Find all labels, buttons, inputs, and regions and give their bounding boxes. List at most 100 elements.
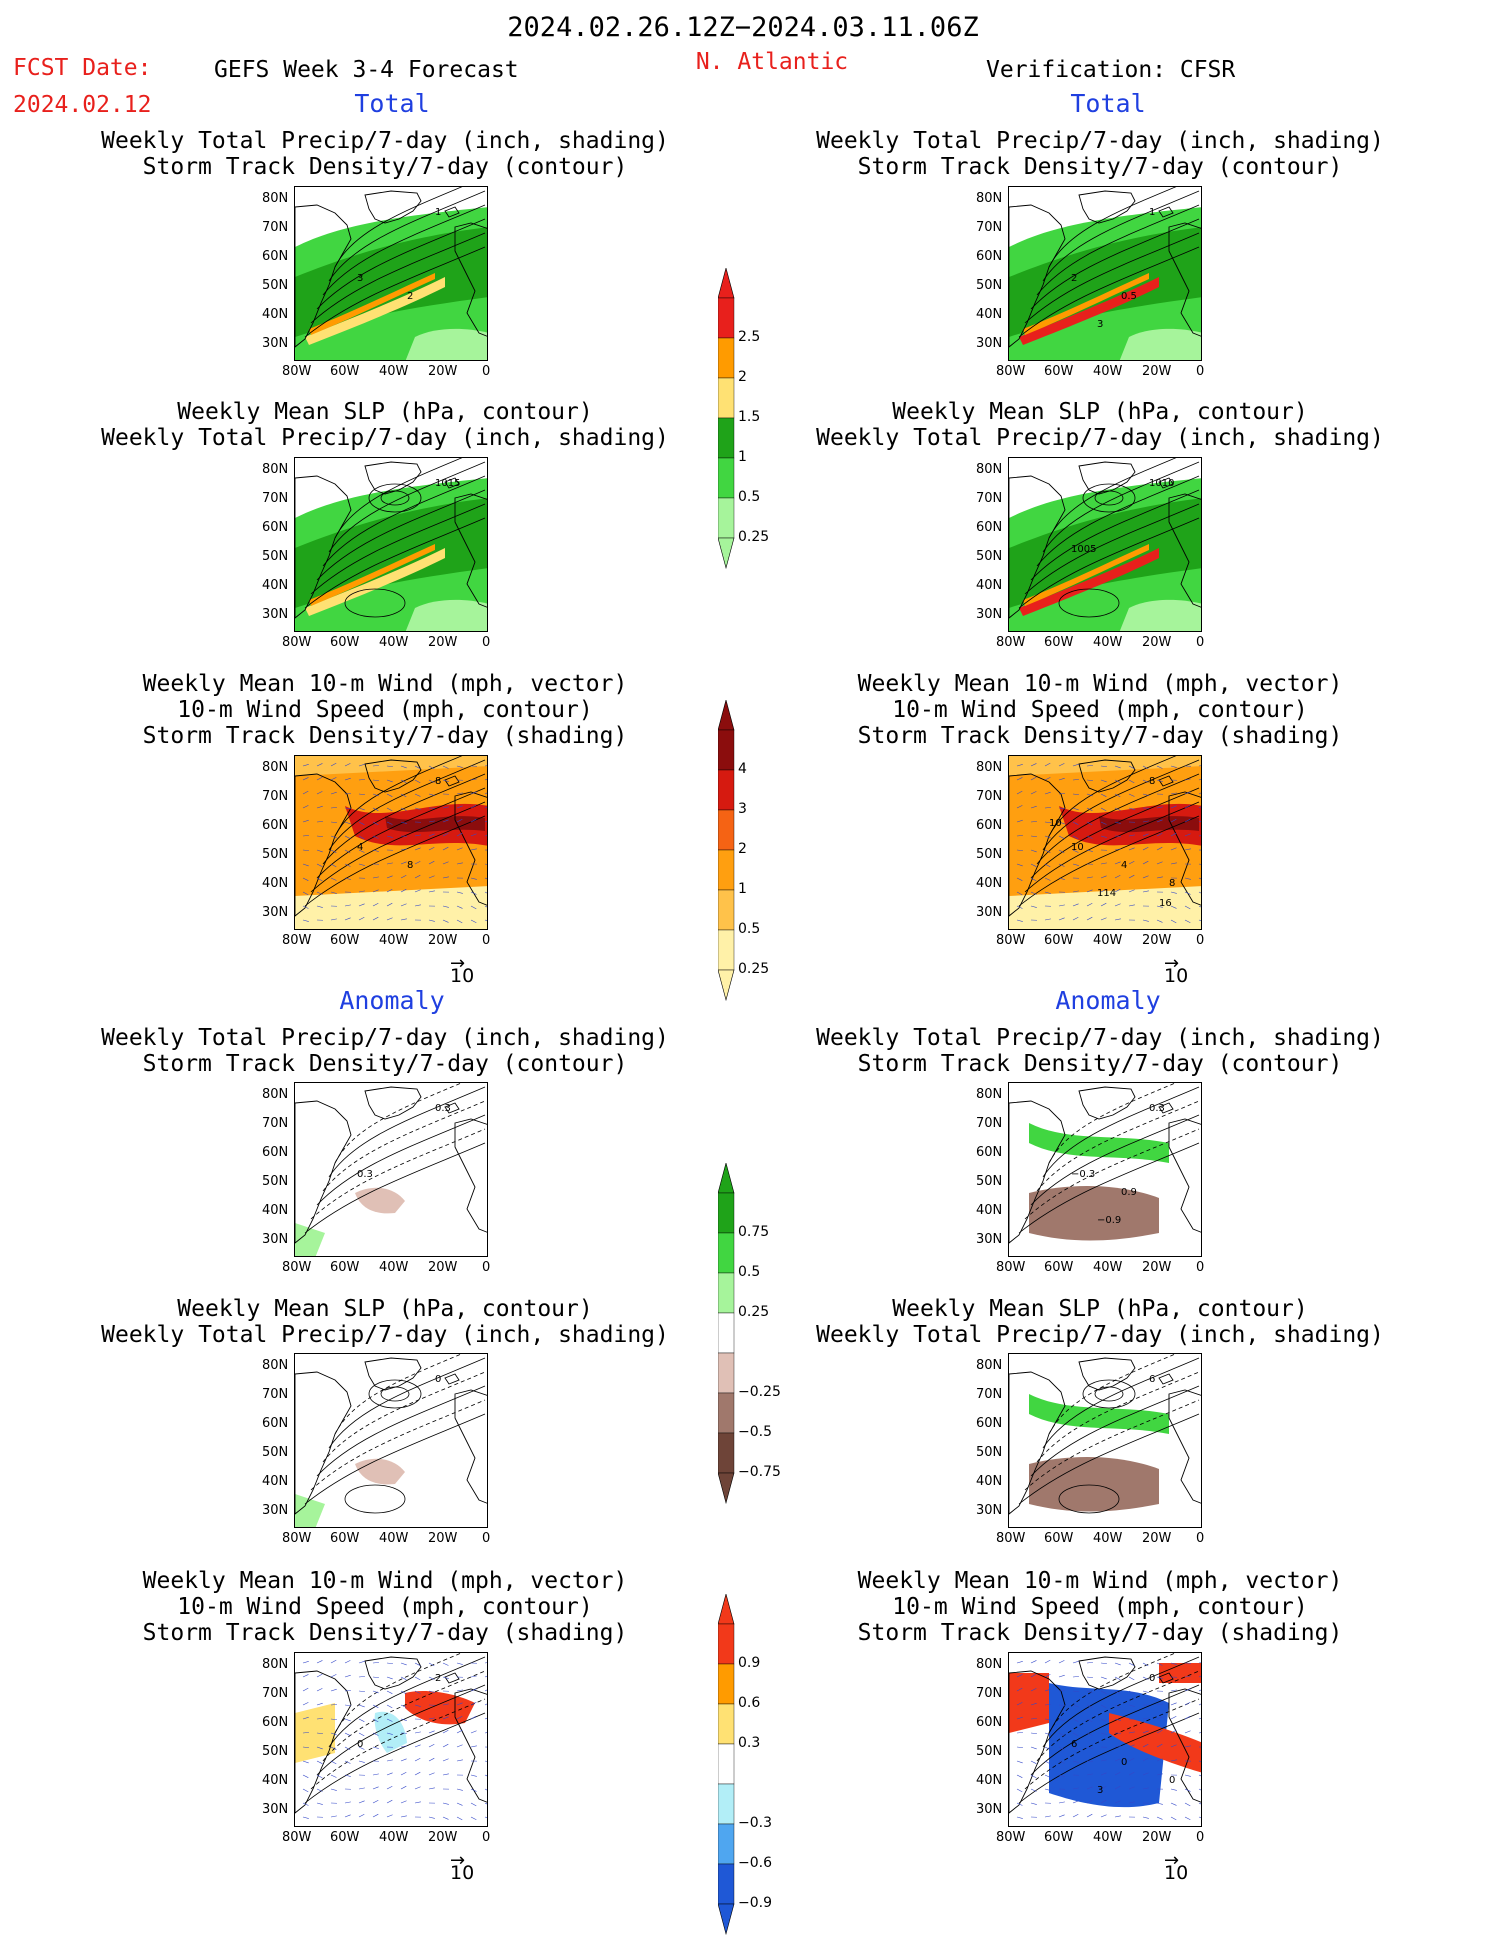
contour-label: 0 [1169,1775,1175,1786]
verification-anomaly-heading: Anomaly [1055,988,1160,1013]
latitude-tick: 80N [976,463,1002,476]
colorbar-swatch [718,1784,734,1824]
latitude-tick: 80N [262,1658,288,1671]
latitude-tick: 60N [976,521,1002,534]
latitude-tick: 80N [262,1088,288,1101]
latitude-tick: 40N [976,1774,1002,1787]
fc-total-precip-title-2: Storm Track Density/7-day (contour) [143,156,628,179]
verification-total-heading: Total [1070,91,1145,116]
contour-label: 8 [1149,776,1155,787]
colorbar-label: −0.9 [738,1896,772,1910]
latitude-tick: 40N [976,877,1002,890]
vector-reference-fc-total: →10 [450,965,474,987]
longitude-tick: 40W [1093,1261,1122,1274]
forecast-anomaly-heading: Anomaly [339,988,444,1013]
longitude-tick: 0 [482,365,490,378]
longitude-tick: 40W [379,934,408,947]
longitude-tick: 60W [1044,1532,1073,1545]
colorbar-swatch [718,930,734,970]
latitude-tick: 30N [976,337,1002,350]
contour-label: 6 [1071,1739,1077,1750]
longitude-tick: 80W [996,934,1025,947]
contour-label: 3 [1097,1785,1103,1796]
ob-total-wind-title-3: Storm Track Density/7-day (shading) [858,725,1343,748]
map-plot: 120.53 [1009,187,1202,361]
colorbar-bottom-arrow [718,970,734,1000]
latitude-tick: 50N [976,1745,1002,1758]
latitude-tick: 60N [976,819,1002,832]
latitude-tick: 70N [976,221,1002,234]
latitude-tick: 40N [262,1774,288,1787]
contour-label: 0 [1149,1673,1155,1684]
verification-title: Verification: CFSR [986,59,1235,82]
longitude-tick: 80W [996,1532,1025,1545]
latitude-tick: 60N [976,250,1002,263]
longitude-tick: 80W [996,636,1025,649]
contour-label: 8 [435,776,441,787]
vector-reference-ob-anom: →10 [1164,1862,1188,1884]
longitude-tick: 20W [1142,1261,1171,1274]
longitude-tick: 80W [282,1261,311,1274]
colorbar-label: 4 [738,762,747,776]
latitude-tick: 70N [976,1388,1002,1401]
colorbar-swatch [718,850,734,890]
density-anomaly-positive [1159,1663,1202,1683]
longitude-tick: 60W [330,934,359,947]
latitude-tick: 60N [262,1417,288,1430]
latitude-tick: 40N [262,1475,288,1488]
latitude-tick: 50N [262,279,288,292]
colorbar-label: 0.5 [738,1265,760,1279]
colorbar-swatch [718,1864,734,1904]
latitude-tick: 80N [262,192,288,205]
longitude-tick: 80W [282,1532,311,1545]
arrow-right-icon: → [1164,1850,1179,1871]
contour-label: 4 [1121,860,1127,871]
contour-label: 1010 [1149,478,1174,489]
latitude-tick: 50N [262,1175,288,1188]
fc-total-wind-title-3: Storm Track Density/7-day (shading) [143,725,628,748]
precip-anomaly-negative [1029,1457,1159,1511]
vector-reference-ob-total: →10 [1164,965,1188,987]
contour-label: 0.3 [357,1169,373,1180]
longitude-tick: 40W [379,1532,408,1545]
latitude-tick: 40N [976,579,1002,592]
longitude-tick: 0 [482,1532,490,1545]
longitude-tick: 40W [1093,636,1122,649]
contour-label: 3 [357,273,363,284]
colorbar-swatch [718,1393,734,1433]
colorbar-label: 0.5 [738,490,760,504]
colorbar-swatch [718,458,734,498]
contour-label: 0 [435,1374,441,1385]
fc-anom-wind-title-2: 10-m Wind Speed (mph, contour) [177,1596,592,1619]
longitude-tick: 60W [1044,365,1073,378]
latitude-tick: 70N [262,492,288,505]
latitude-tick: 60N [262,819,288,832]
vector-reference-fc-anom: →10 [450,1862,474,1884]
contour-label: 1 [1149,207,1155,218]
contour-label: −0.9 [1097,1215,1121,1226]
colorbar-swatch [718,810,734,850]
longitude-tick: 60W [330,1831,359,1844]
colorbar-swatch [718,498,734,538]
latitude-tick: 30N [976,1233,1002,1246]
colorbar-label: 1.5 [738,410,760,424]
latitude-tick: 70N [262,1687,288,1700]
ob-anom-wind-title-3: Storm Track Density/7-day (shading) [858,1622,1343,1645]
latitude-tick: 40N [976,1475,1002,1488]
longitude-tick: 80W [282,934,311,947]
colorbar-label: −0.5 [738,1425,772,1439]
longitude-tick: 40W [379,365,408,378]
ob-total-precip-title-2: Storm Track Density/7-day (contour) [858,156,1343,179]
latitude-tick: 60N [262,250,288,263]
latitude-tick: 30N [976,1803,1002,1816]
arrow-right-icon: → [1164,953,1179,974]
map-plot: 0 [295,1354,488,1528]
map-plot: 132 [295,187,488,361]
colorbar-swatch [718,1624,734,1664]
latitude-tick: 80N [976,1658,1002,1671]
latitude-tick: 80N [976,1088,1002,1101]
